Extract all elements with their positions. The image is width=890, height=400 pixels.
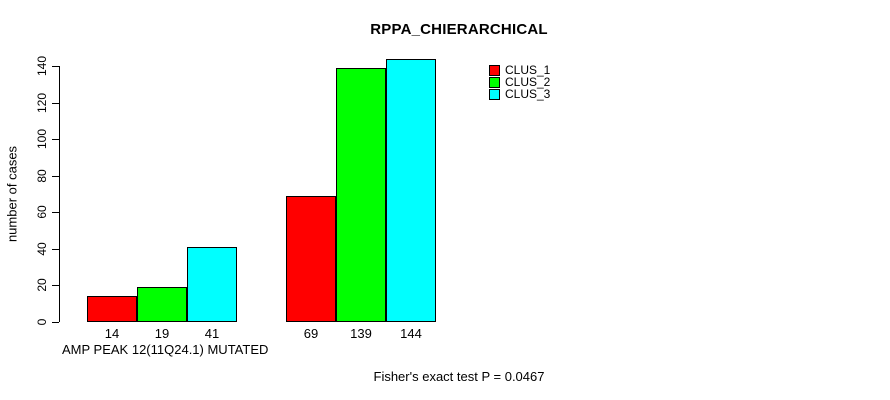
y-tick-mark — [52, 102, 59, 104]
bar-clus_1-group1 — [87, 296, 137, 322]
y-tick-mark — [52, 175, 59, 177]
bar-value-label: 69 — [303, 326, 319, 341]
y-tick-label: 0 — [35, 318, 49, 326]
legend-swatch-clus_1 — [489, 64, 500, 76]
bar-value-label: 41 — [204, 326, 220, 341]
legend-swatch-clus_3 — [489, 88, 500, 100]
y-axis-line — [59, 66, 60, 322]
legend-label: CLUS_1 — [505, 63, 551, 77]
legend-label: CLUS_2 — [505, 75, 551, 89]
y-axis-title: number of cases — [4, 145, 20, 243]
y-tick-label: 120 — [35, 92, 49, 113]
y-tick-label: 20 — [35, 278, 49, 293]
y-tick-label: 60 — [35, 205, 49, 219]
y-tick-label: 100 — [35, 129, 49, 150]
y-tick-label: 140 — [35, 55, 49, 77]
bar-value-label: 19 — [154, 326, 170, 341]
bar-value-label: 144 — [400, 326, 422, 341]
bar-clus_2-group1 — [137, 287, 187, 322]
bar-clus_1-group2 — [286, 195, 336, 322]
chart-title: RPPA_CHIERARCHICAL — [370, 21, 548, 38]
annotation-text: Fisher's exact test P = 0.0467 — [373, 369, 545, 384]
y-tick-label: 80 — [35, 169, 49, 183]
legend-item-clus_3: CLUS_3 — [489, 87, 551, 101]
bar-clus_2-group2 — [336, 67, 386, 322]
legend: CLUS_1 CLUS_2 CLUS_3 — [489, 63, 551, 101]
x-axis-label: AMP PEAK 12(11Q24.1) MUTATED — [62, 342, 269, 357]
legend-item-clus_2: CLUS_2 — [489, 75, 551, 89]
y-tick-mark — [52, 212, 59, 214]
legend-label: CLUS_3 — [505, 87, 551, 101]
y-tick-label: 40 — [35, 242, 49, 256]
y-tick-mark — [52, 139, 59, 141]
legend-swatch-clus_2 — [489, 76, 500, 88]
y-tick-mark — [52, 248, 59, 250]
bar-clus_3-group1 — [187, 247, 237, 322]
y-tick-mark — [52, 322, 59, 323]
y-tick-mark — [52, 285, 59, 287]
y-tick-mark — [52, 66, 59, 67]
bar-value-label: 14 — [104, 326, 120, 341]
legend-item-clus_1: CLUS_1 — [489, 63, 551, 77]
bar-clus_3-group2 — [386, 58, 436, 322]
bar-value-label: 139 — [350, 326, 372, 341]
